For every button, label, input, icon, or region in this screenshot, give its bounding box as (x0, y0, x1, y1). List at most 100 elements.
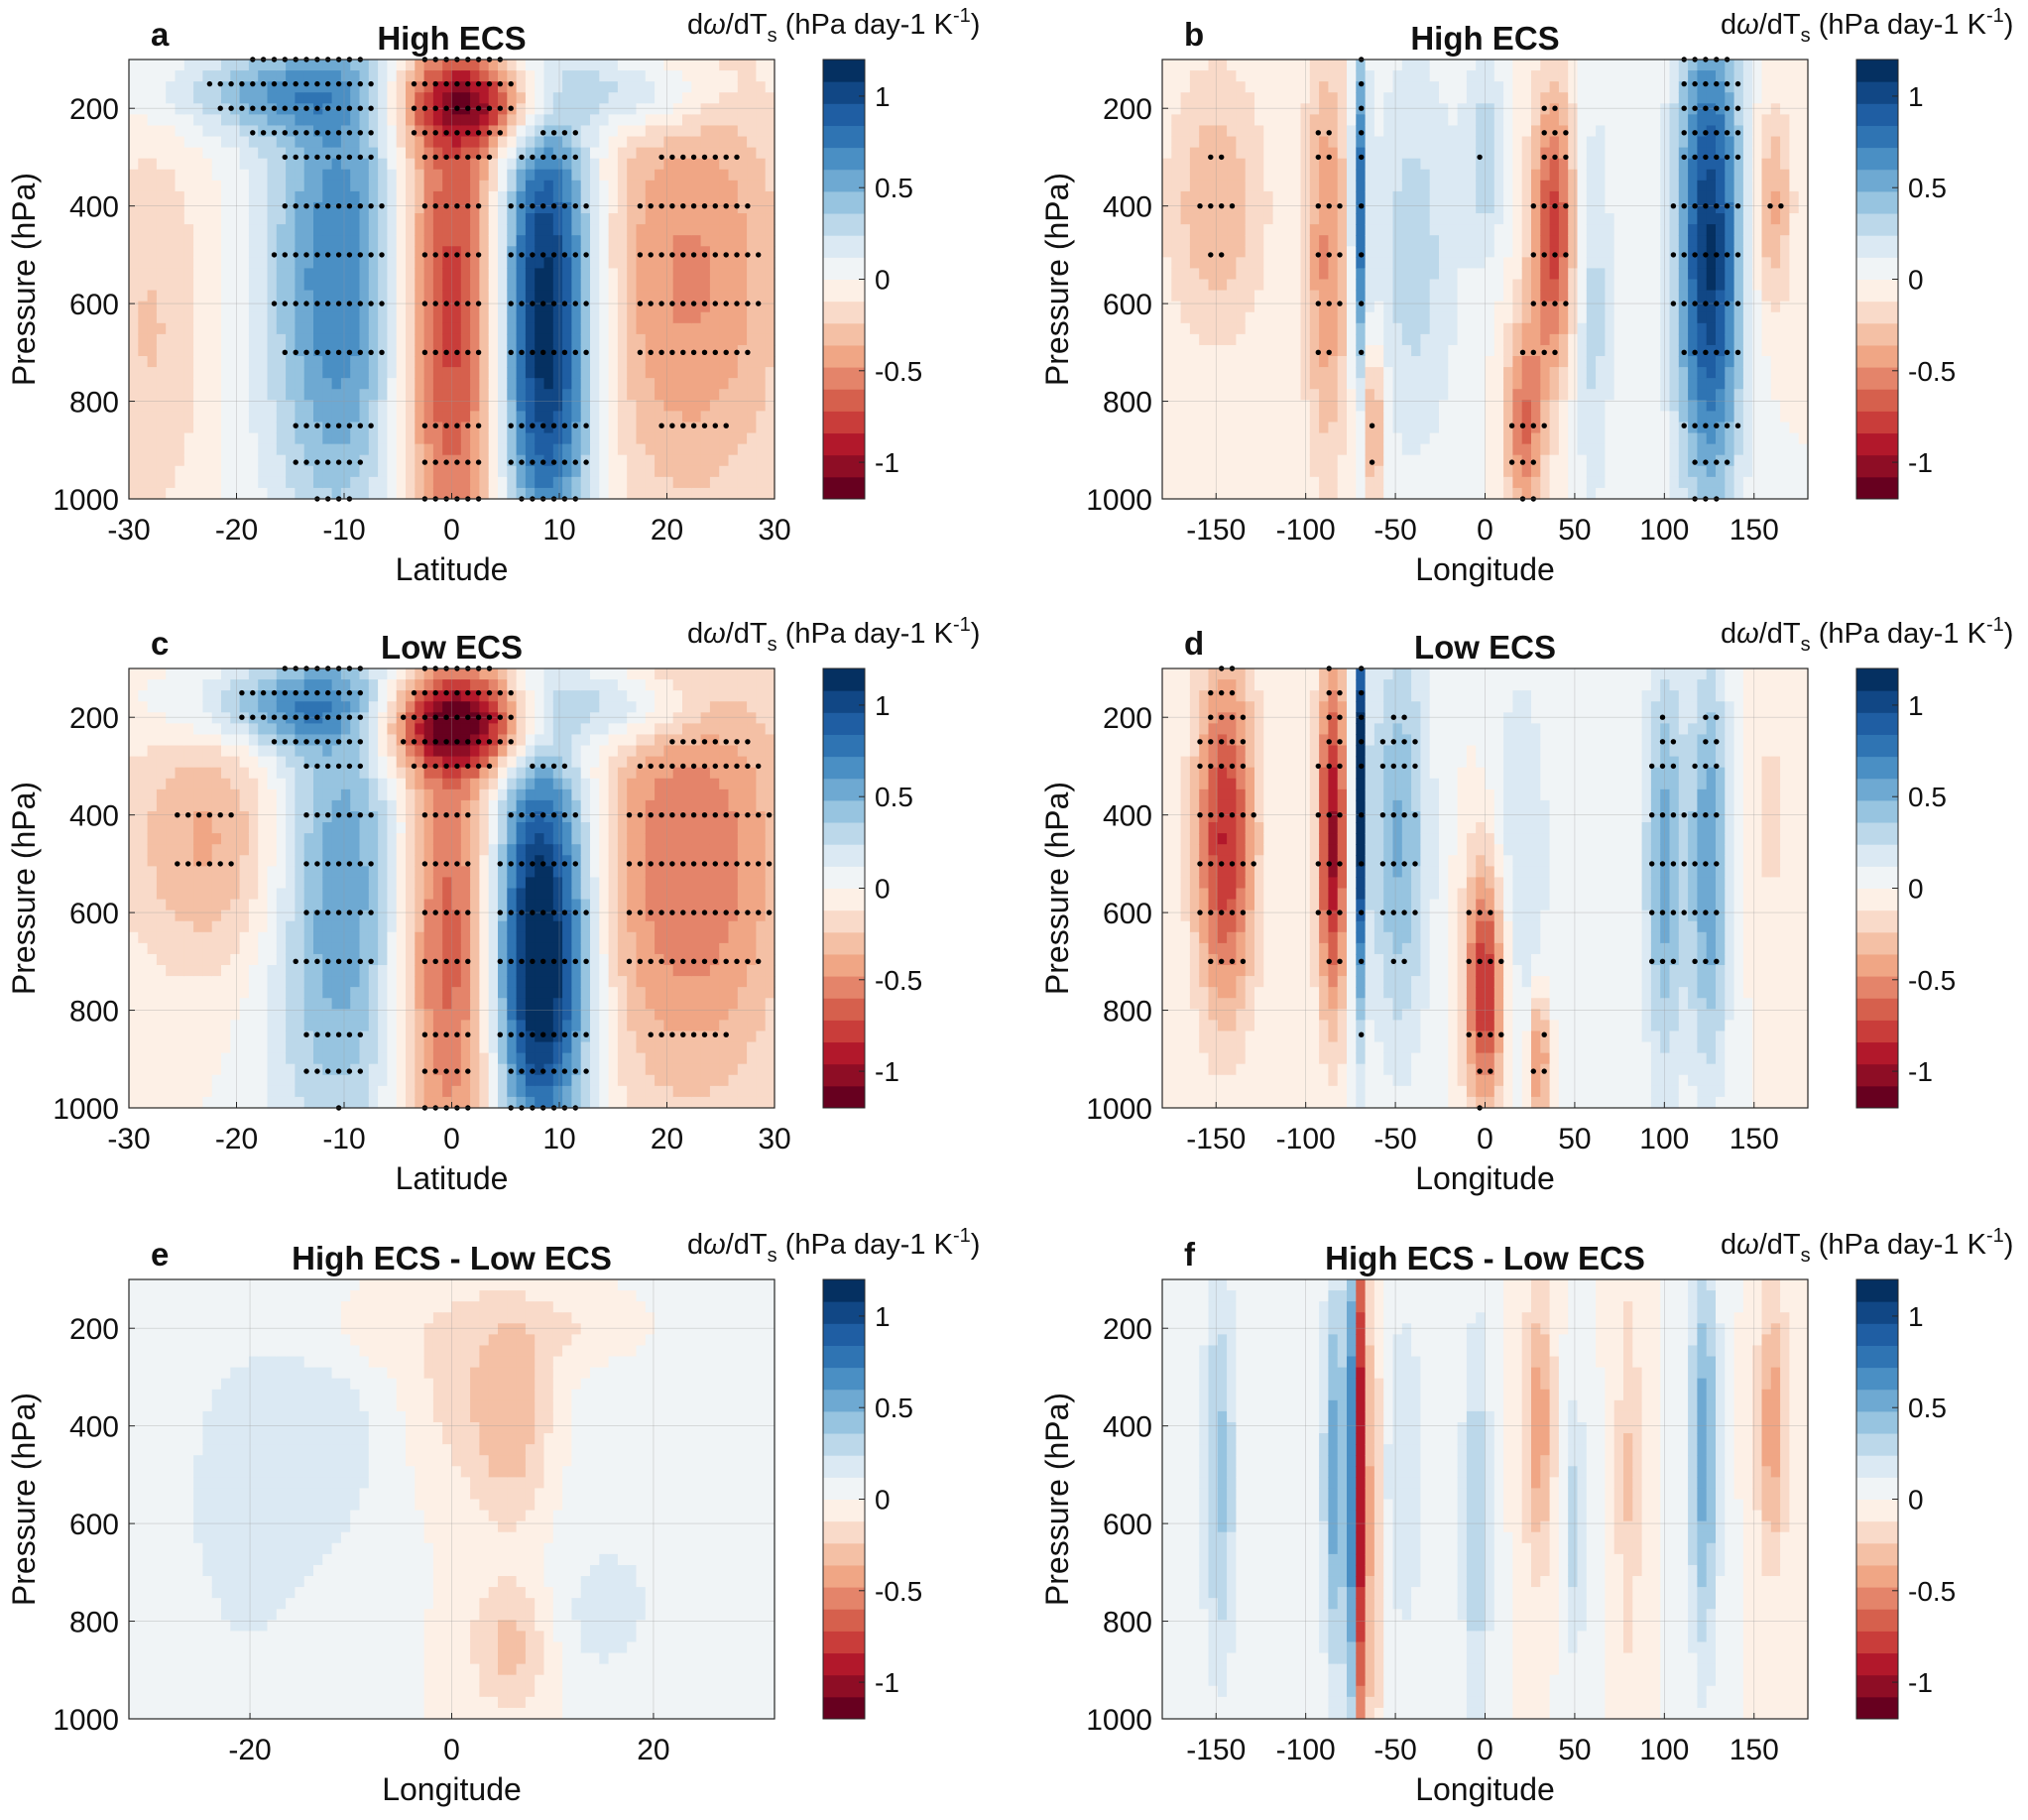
heatmap-cell (646, 280, 656, 292)
heatmap-cell (1199, 488, 1209, 500)
heatmap-cell (479, 422, 489, 433)
heatmap-cell (682, 181, 692, 192)
heatmap-cell (1218, 356, 1228, 368)
heatmap-cell (1559, 411, 1569, 423)
heatmap-cell (295, 411, 304, 423)
heatmap-cell (1181, 477, 1191, 489)
heatmap-cell (1402, 477, 1412, 489)
heatmap-cell (1476, 466, 1486, 478)
heatmap-cell (1540, 367, 1550, 379)
heatmap-cell (1448, 224, 1458, 236)
heatmap-cell (1393, 148, 1403, 160)
heatmap-cell (1227, 466, 1237, 478)
heatmap-cell (166, 323, 176, 335)
heatmap-cell (1550, 334, 1560, 346)
heatmap-cell (618, 159, 628, 171)
heatmap-cell (1448, 312, 1458, 324)
heatmap-cell (129, 268, 139, 280)
heatmap-cell (166, 400, 176, 412)
heatmap-cell (673, 92, 683, 104)
heatmap-cell (1282, 312, 1292, 324)
heatmap-cell (433, 378, 443, 390)
heatmap-cell (1347, 378, 1357, 390)
heatmap-cell (701, 389, 711, 401)
heatmap-cell (599, 477, 609, 489)
heatmap-cell (1227, 103, 1237, 115)
heatmap-cell (1227, 455, 1237, 467)
heatmap-cell (637, 224, 647, 236)
heatmap-cell (1568, 257, 1578, 269)
heatmap-cell (1512, 137, 1522, 149)
heatmap-cell (332, 477, 342, 489)
heatmap-cell (360, 400, 370, 412)
heatmap-cell (526, 291, 536, 303)
colorbar-segment (823, 389, 865, 412)
heatmap-cell (747, 81, 757, 93)
heatmap-cell (378, 334, 388, 346)
heatmap-cell (1263, 137, 1273, 149)
heatmap-cell (701, 280, 711, 292)
heatmap-cell (682, 125, 692, 137)
heatmap-cell (313, 92, 323, 104)
heatmap-cell (1328, 477, 1338, 489)
heatmap-cell (747, 455, 757, 467)
heatmap-cell (369, 213, 379, 225)
heatmap-cell (1263, 81, 1273, 93)
heatmap-cell (249, 137, 259, 149)
heatmap-cell (1347, 477, 1357, 489)
heatmap-cell (1512, 181, 1522, 192)
heatmap-cell (268, 280, 278, 292)
heatmap-cell (1319, 60, 1329, 71)
heatmap-cell (1420, 367, 1430, 379)
heatmap-cell (571, 170, 581, 182)
heatmap-cell (1162, 159, 1172, 171)
heatmap-cell (1458, 345, 1468, 357)
stipple-dot (294, 155, 298, 160)
heatmap-cell (1531, 334, 1541, 346)
heatmap-cell (1439, 356, 1449, 368)
heatmap-cell (517, 444, 527, 456)
heatmap-cell (1328, 291, 1338, 303)
heatmap-cell (646, 92, 656, 104)
heatmap-cell (157, 92, 167, 104)
heatmap-cell (1181, 235, 1191, 247)
heatmap-cell (535, 191, 544, 203)
heatmap-cell (1458, 444, 1468, 456)
heatmap-cell (258, 257, 268, 269)
stipple-dot (433, 130, 438, 135)
heatmap-cell (1236, 125, 1246, 137)
stipple-dot (336, 350, 341, 355)
heatmap-cell (240, 291, 250, 303)
heatmap-cell (1181, 378, 1191, 390)
heatmap-cell (369, 433, 379, 445)
heatmap-cell (682, 103, 692, 115)
heatmap-cell (507, 444, 517, 456)
heatmap-cell (230, 334, 240, 346)
heatmap-cell (618, 92, 628, 104)
heatmap-cell (1263, 477, 1273, 489)
heatmap-cell (1190, 257, 1200, 269)
heatmap-cell (1190, 213, 1200, 225)
heatmap-cell (498, 378, 508, 390)
heatmap-cell (673, 224, 683, 236)
heatmap-cell (1338, 488, 1348, 500)
heatmap-cell (313, 114, 323, 126)
heatmap-cell (1338, 455, 1348, 467)
heatmap-cell (627, 356, 637, 368)
heatmap-cell (710, 92, 720, 104)
heatmap-cell (442, 181, 452, 192)
stipple-dot (336, 301, 341, 305)
heatmap-cell (1494, 170, 1504, 182)
heatmap-cell (1227, 159, 1237, 171)
heatmap-cell (562, 389, 572, 401)
heatmap-cell (1430, 323, 1440, 335)
heatmap-cell (202, 191, 212, 203)
heatmap-cell (378, 92, 388, 104)
heatmap-cell (1171, 257, 1181, 269)
heatmap-cell (277, 191, 287, 203)
heatmap-cell (184, 323, 194, 335)
heatmap-cell (701, 70, 711, 82)
heatmap-cell (507, 477, 517, 489)
heatmap-cell (637, 60, 647, 71)
heatmap-cell (646, 81, 656, 93)
